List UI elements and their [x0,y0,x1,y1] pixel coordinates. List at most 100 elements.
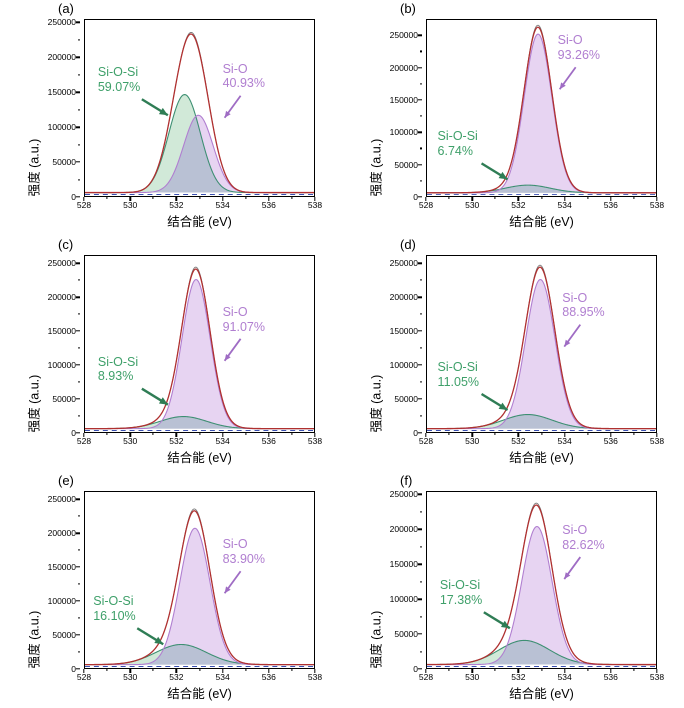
x-tick-label: 538 [307,672,323,682]
x-tick-mark [563,669,566,673]
x-tick-mark [129,197,131,201]
y-tick-label: 50000 [394,394,418,405]
spectrum-plot [85,32,314,195]
x-tick-label: 528 [418,200,434,210]
x-tick-mark [425,197,427,201]
x-minor-tick [540,669,543,672]
envelope-fit-curve [85,510,314,666]
panel-a: (a) 强度 (a.u.) 0 50000 100000 150000 200000 2500… [0,0,342,236]
spectrum-plot [427,264,656,431]
y-tick-mark [418,398,422,400]
x-tick-label: 538 [307,200,323,210]
y-minor-tick [419,650,422,653]
x-tick-mark [221,197,224,201]
y-axis-ticks: 0 50000 100000 150000 200000 250000 [0,17,80,202]
x-minor-tick [245,197,247,200]
y-tick-label: 50000 [52,394,76,405]
x-minor-tick [540,197,543,200]
overlap-fill [85,416,314,429]
y-tick-label: 200000 [389,292,418,303]
overlap-fill [427,185,656,193]
y-tick-mark [76,668,80,670]
y-tick-mark [418,528,422,531]
x-axis-ticks: 528 530 532 534 536 538 [419,197,664,215]
x-tick-label: 532 [511,200,526,210]
panel-letter: (b) [400,1,416,16]
overlap-fill [85,644,314,665]
x-tick-mark [563,433,566,437]
y-tick-label: 50000 [394,159,418,170]
x-tick-mark [471,669,473,673]
y-minor-tick [419,347,422,349]
y-minor-tick [419,83,422,85]
x-minor-tick [152,433,154,436]
x-axis-ticks: 528 530 532 534 536 538 [77,433,322,451]
y-minor-tick [77,549,80,551]
spectrum-plot [85,266,314,431]
x-minor-tick [291,669,293,672]
y-axis-ticks: 0 50000 100000 150000 200000 250000 [342,489,422,674]
x-tick-label: 538 [649,200,665,210]
x-tick-label: 536 [603,200,618,210]
x-tick-mark [175,433,178,437]
y-tick-mark [418,432,422,434]
y-tick-mark [76,91,80,93]
x-tick-mark [563,197,566,201]
y-minor-tick [77,313,80,315]
x-tick-mark [610,669,612,673]
x-minor-tick [152,669,154,672]
si-o-fill [85,528,314,665]
x-minor-tick [198,197,201,200]
y-tick-mark [76,498,80,500]
x-minor-tick [448,669,450,672]
x-tick-mark [471,433,473,437]
y-tick-label: 150000 [389,559,418,570]
y-tick-label: 200000 [389,524,418,535]
x-tick-label: 530 [465,436,480,446]
y-minor-tick [419,279,422,281]
y-tick-label: 150000 [47,562,76,573]
y-tick-label: 250000 [389,258,418,269]
x-tick-label: 528 [76,436,92,446]
y-tick-label: 250000 [389,489,418,500]
x-tick-label: 534 [557,436,572,446]
x-tick-mark [129,669,131,673]
x-tick-mark [656,433,658,437]
y-tick-label: 50000 [52,157,76,168]
y-tick-mark [418,34,422,36]
y-tick-mark [418,364,422,366]
y-tick-mark [76,296,80,298]
y-minor-tick [419,511,422,513]
x-tick-label: 530 [123,436,138,446]
envelope-fit-curve [427,266,656,430]
x-minor-tick [633,197,635,200]
x-minor-tick [587,197,589,200]
y-tick-mark [418,633,422,635]
si-o-fill [427,279,656,429]
y-minor-tick [77,617,80,619]
x-tick-mark [314,433,316,437]
x-tick-label: 538 [649,436,665,446]
y-minor-tick [77,515,80,517]
y-tick-label: 150000 [47,87,76,98]
panel-letter: (e) [58,473,74,488]
x-minor-tick [587,433,589,436]
y-tick-mark [418,598,422,600]
x-minor-tick [245,669,247,672]
x-tick-mark [268,197,270,201]
x-tick-mark [425,433,427,437]
y-axis-ticks: 0 50000 100000 150000 200000 250000 [342,19,422,202]
y-tick-label: 250000 [389,30,418,41]
spectrum-plot [427,24,656,196]
plot-area [84,255,315,433]
y-tick-label: 100000 [389,594,418,605]
y-tick-label: 200000 [47,292,76,303]
y-tick-label: 50000 [394,629,418,640]
x-minor-tick [106,197,108,200]
x-tick-label: 532 [169,436,184,446]
y-tick-label: 250000 [47,258,76,269]
si-o-fill [427,526,656,665]
x-tick-label: 530 [465,200,480,210]
x-minor-tick [587,669,589,672]
x-tick-mark [314,197,316,201]
